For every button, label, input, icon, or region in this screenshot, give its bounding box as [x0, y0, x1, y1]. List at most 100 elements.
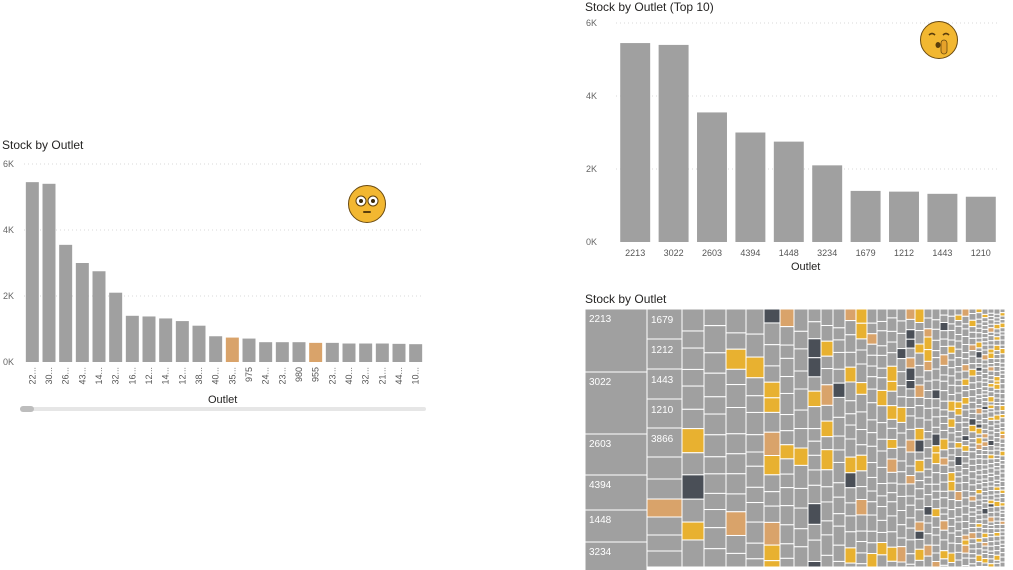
treemap-cell: [987, 439, 995, 447]
treemap-cell: [981, 498, 989, 504]
treemap-cell: [993, 350, 1001, 355]
treemap-cell: [947, 359, 956, 369]
treemap-cell: [914, 498, 925, 511]
bar: [42, 183, 56, 362]
treemap-cell: [987, 454, 995, 460]
treemap-cell: [703, 492, 727, 511]
treemap-title: Stock by Outlet: [585, 292, 667, 306]
x-axis-tick-label: 30...: [44, 367, 54, 385]
bar: [812, 165, 843, 242]
treemap-cell: [999, 319, 1006, 324]
treemap-cell: [876, 345, 888, 356]
treemap-cell: [987, 516, 995, 523]
bar: [342, 343, 356, 362]
left-bar-chart[interactable]: 0K 2K 4K 6K 22... 30... 26... 43... 14... 32... 16…: [0, 135, 440, 420]
treemap-cell: [975, 318, 983, 325]
treemap-cell: [876, 450, 888, 468]
treemap-cell: [975, 423, 983, 429]
treemap-cell: [968, 337, 977, 346]
treemap-cell: [999, 497, 1006, 504]
treemap-cell: [745, 434, 765, 453]
treemap-cell: [914, 480, 925, 490]
treemap-cell: [954, 436, 963, 444]
treemap-cell: [876, 466, 888, 485]
treemap-cell: [866, 388, 878, 404]
treemap-cell: [931, 516, 941, 528]
treemap-cell: [999, 334, 1006, 341]
left-bar-chart-visual[interactable]: Stock by Outlet 0K 2K 4K 6K 22... 30... 26... 4…: [0, 135, 440, 420]
treemap-cell: [954, 482, 963, 493]
treemap-cell: [584, 371, 648, 435]
treemap-cell: [987, 503, 995, 508]
treemap-cell: [923, 328, 933, 338]
treemap-cell: [975, 413, 983, 421]
treemap-cell: [975, 469, 983, 476]
treemap-cell: [999, 502, 1006, 507]
x-axis-tick-label: 21...: [377, 367, 387, 385]
left-chart-scrollbar[interactable]: [20, 407, 426, 411]
treemap-cell: [981, 397, 989, 403]
treemap-cell: [876, 367, 888, 379]
treemap-cell: [763, 491, 781, 507]
treemap-cell: [975, 337, 983, 343]
treemap-cell: [763, 474, 781, 493]
treemap-cell: [905, 465, 916, 477]
x-axis-tick-label: 32...: [361, 367, 371, 385]
treemap-cell: [981, 478, 989, 484]
treemap-cell: [968, 548, 977, 555]
treemap-cell: [931, 463, 941, 474]
treemap-cell: [947, 480, 956, 492]
treemap-cell: [999, 523, 1006, 530]
treemap-cell: [923, 317, 933, 330]
treemap-cell: [999, 362, 1006, 368]
treemap-cell: [954, 414, 963, 424]
treemap-cell: [954, 334, 963, 342]
treemap-cell: [763, 544, 781, 562]
treemap-cell: [820, 501, 834, 522]
treemap-cell: [999, 344, 1006, 350]
treemap-cell: [886, 546, 898, 562]
treemap-cell: [832, 525, 846, 546]
treemap-cell: [931, 319, 941, 330]
treemap-cell: [905, 357, 916, 369]
treemap-cell: [993, 308, 1001, 315]
treemap-cell: [876, 531, 888, 544]
x-axis-tick-label: 22...: [27, 367, 37, 385]
treemap-cell: [793, 546, 809, 568]
treemap-cell: [987, 490, 995, 496]
treemap-cell: [968, 408, 977, 414]
bar: [359, 343, 373, 362]
treemap-cell: [975, 370, 983, 376]
top10-bar-chart-visual[interactable]: Stock by Outlet (Top 10) 0K 2K 4K 6K 2213 302…: [583, 0, 1013, 280]
x-axis-tick-label: 3234: [817, 248, 837, 258]
bar: [92, 271, 106, 362]
treemap-cell: [975, 509, 983, 516]
treemap-cell: [993, 493, 1001, 499]
treemap-visual[interactable]: Stock by Outlet 2213 3022 2603 4394 1448 3234…: [583, 290, 1013, 570]
treemap-cell: [832, 513, 846, 527]
treemap-cell: [999, 373, 1006, 380]
treemap-cell: [820, 420, 834, 438]
treemap-cell: [947, 561, 956, 568]
treemap-cell: [993, 383, 1001, 390]
treemap-cell: [820, 486, 834, 503]
top10-bar-chart[interactable]: 0K 2K 4K 6K 2213 3022 2603 4394 1448 3234 1679 1212…: [583, 0, 1013, 280]
treemap-cell: [975, 514, 983, 521]
treemap-cell: [981, 454, 989, 460]
treemap-cell: [807, 376, 822, 392]
left-chart-scrollbar-thumb[interactable]: [20, 406, 34, 412]
treemap-cell: [947, 552, 956, 563]
treemap-cell: [681, 385, 705, 410]
treemap-cell: [981, 373, 989, 380]
treemap-cell: [896, 385, 907, 398]
treemap-cell: [968, 344, 977, 352]
treemap-cell: [807, 428, 822, 442]
treemap-cell: [779, 344, 795, 359]
treemap-cell: [968, 442, 977, 448]
treemap-chart[interactable]: 2213 3022 2603 4394 1448 3234 1679 1212 1443 1210…: [583, 290, 1013, 570]
treemap-cell: [905, 517, 916, 529]
treemap-cell: [820, 404, 834, 422]
treemap-cell: [961, 364, 970, 372]
treemap-cell: [975, 565, 983, 568]
treemap-cell: [820, 534, 834, 556]
